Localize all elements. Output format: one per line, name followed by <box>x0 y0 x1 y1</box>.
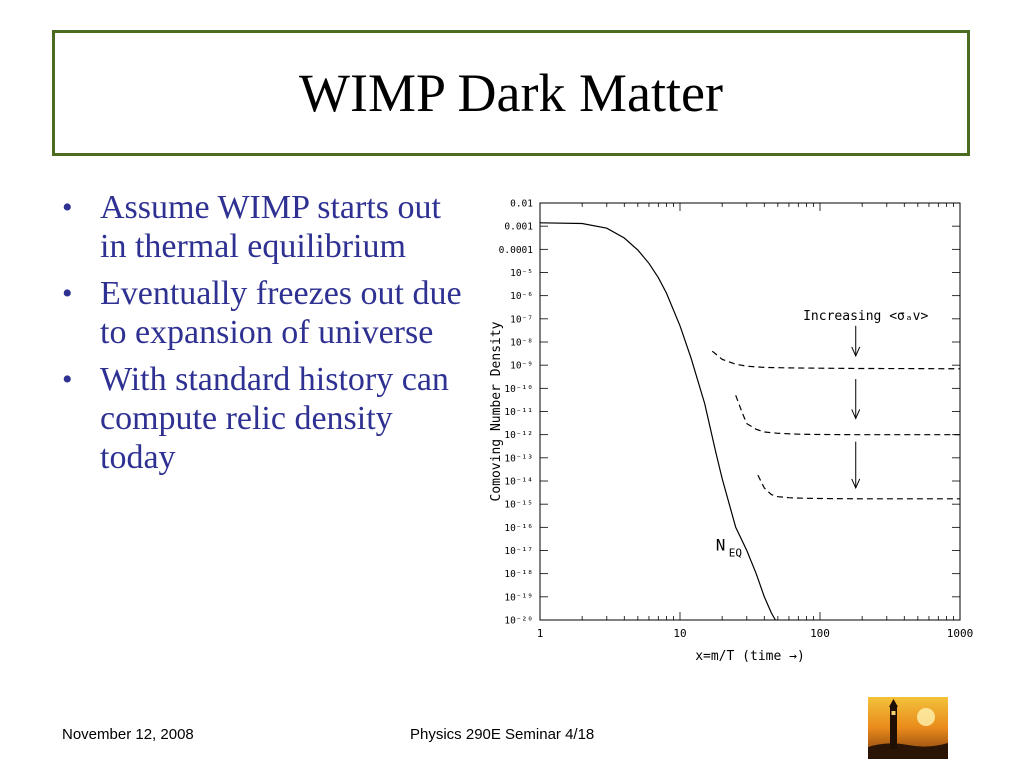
y-tick-label: 10⁻⁷ <box>510 314 533 325</box>
bullet-list: • Assume WIMP starts out in thermal equil… <box>62 188 462 485</box>
relic-curve-2 <box>735 395 960 436</box>
x-tick-label: 10 <box>673 627 686 640</box>
y-tick-label: 10⁻⁹ <box>510 361 533 372</box>
title-box: WIMP Dark Matter <box>52 30 970 156</box>
arrow-head-1 <box>851 346 861 358</box>
campus-tower-logo <box>868 697 948 759</box>
equilibrium-curve <box>539 222 776 621</box>
y-tick-label: 10⁻¹⁴ <box>504 477 533 488</box>
arrow-head-2 <box>851 409 861 420</box>
y-tick-label: 10⁻⁸ <box>510 338 533 349</box>
footer-date: November 12, 2008 <box>62 726 194 743</box>
arrow-head-3 <box>851 478 861 490</box>
annotation-label: Increasing <σₐv> <box>803 309 928 324</box>
y-tick-label: 10⁻¹⁶ <box>504 523 533 534</box>
y-tick-label: 10⁻¹⁰ <box>504 384 533 395</box>
curve-label: N <box>716 536 726 555</box>
slide-title: WIMP Dark Matter <box>299 63 723 123</box>
x-axis-label: x=m/T (time →) <box>695 649 805 664</box>
bullet-text: Eventually freezes out due to expansion … <box>100 275 462 351</box>
y-tick-label: 10⁻¹⁹ <box>504 592 533 603</box>
bullet-item: • Assume WIMP starts out in thermal equil… <box>62 188 462 266</box>
bullet-item: • With standard history can compute relic… <box>62 360 462 477</box>
y-tick-label: 10⁻¹¹ <box>504 407 533 418</box>
y-tick-label: 10⁻⁵ <box>510 268 533 279</box>
bullet-dot-icon: • <box>62 363 73 396</box>
bullet-dot-icon: • <box>62 191 73 224</box>
x-tick-label: 100 <box>810 627 830 640</box>
x-tick-label: 1000 <box>947 627 974 640</box>
relic-curve-3 <box>757 474 960 500</box>
y-tick-label: 0.001 <box>504 222 533 233</box>
y-tick-label: 10⁻¹⁵ <box>504 500 533 511</box>
y-tick-label: 0.0001 <box>499 245 534 256</box>
bullet-dot-icon: • <box>62 277 73 310</box>
y-tick-label: 10⁻¹² <box>504 430 533 441</box>
freeze-out-chart: 1 10 100 1000 10⁻²⁰ 10⁻¹⁹ 10⁻¹⁸ 10⁻¹⁷ 10⁻¹⁶ 10⁻¹⁵… <box>489 199 974 665</box>
relic-curve-1 <box>711 350 961 370</box>
y-tick-label: 10⁻²⁰ <box>504 616 533 627</box>
y-tick-label: 10⁻¹⁷ <box>504 546 533 557</box>
x-tick-label: 1 <box>537 627 544 640</box>
y-tick-label: 10⁻¹³ <box>504 453 533 464</box>
y-axis-label: Comoving Number Density <box>489 321 504 501</box>
y-tick-label: 10⁻⁶ <box>510 291 533 302</box>
y-tick-label: 10⁻¹⁸ <box>504 569 533 580</box>
bullet-text: With standard history can compute relic … <box>100 361 449 476</box>
footer-title: Physics 290E Seminar 4/18 <box>410 726 595 743</box>
bullet-text: Assume WIMP starts out in thermal equili… <box>100 189 441 265</box>
y-tick-label: 0.01 <box>510 199 533 210</box>
curve-label-sub: EQ <box>729 547 742 560</box>
bullet-item: • Eventually freezes out due to expansion… <box>62 274 462 352</box>
